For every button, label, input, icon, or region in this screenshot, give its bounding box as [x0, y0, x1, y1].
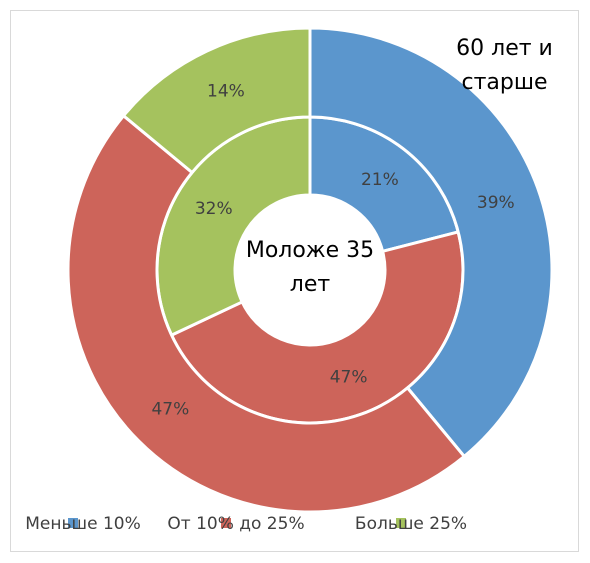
- data-label: 32%: [195, 199, 233, 219]
- legend-label: Больше 25%: [355, 514, 467, 534]
- legend-swatch: [221, 518, 231, 528]
- data-label: 21%: [361, 170, 399, 190]
- legend-label: От 10% до 25%: [167, 514, 304, 534]
- chart-frame: [10, 10, 579, 552]
- data-label: 14%: [207, 81, 245, 101]
- data-label: 47%: [151, 400, 189, 420]
- data-label: 47%: [330, 367, 368, 387]
- doughnut-slice: [66, 113, 467, 514]
- legend-swatch: [68, 518, 78, 528]
- inner-ring-name: Моложе 35 лет: [245, 238, 375, 297]
- doughnut-slice: [121, 26, 312, 175]
- data-label: 39%: [477, 193, 515, 213]
- legend-label: Меньше 10%: [25, 514, 140, 534]
- outer-ring-name: 60 лет и старше: [456, 36, 553, 95]
- legend-swatch: [396, 518, 406, 528]
- doughnut-slice: [308, 26, 554, 459]
